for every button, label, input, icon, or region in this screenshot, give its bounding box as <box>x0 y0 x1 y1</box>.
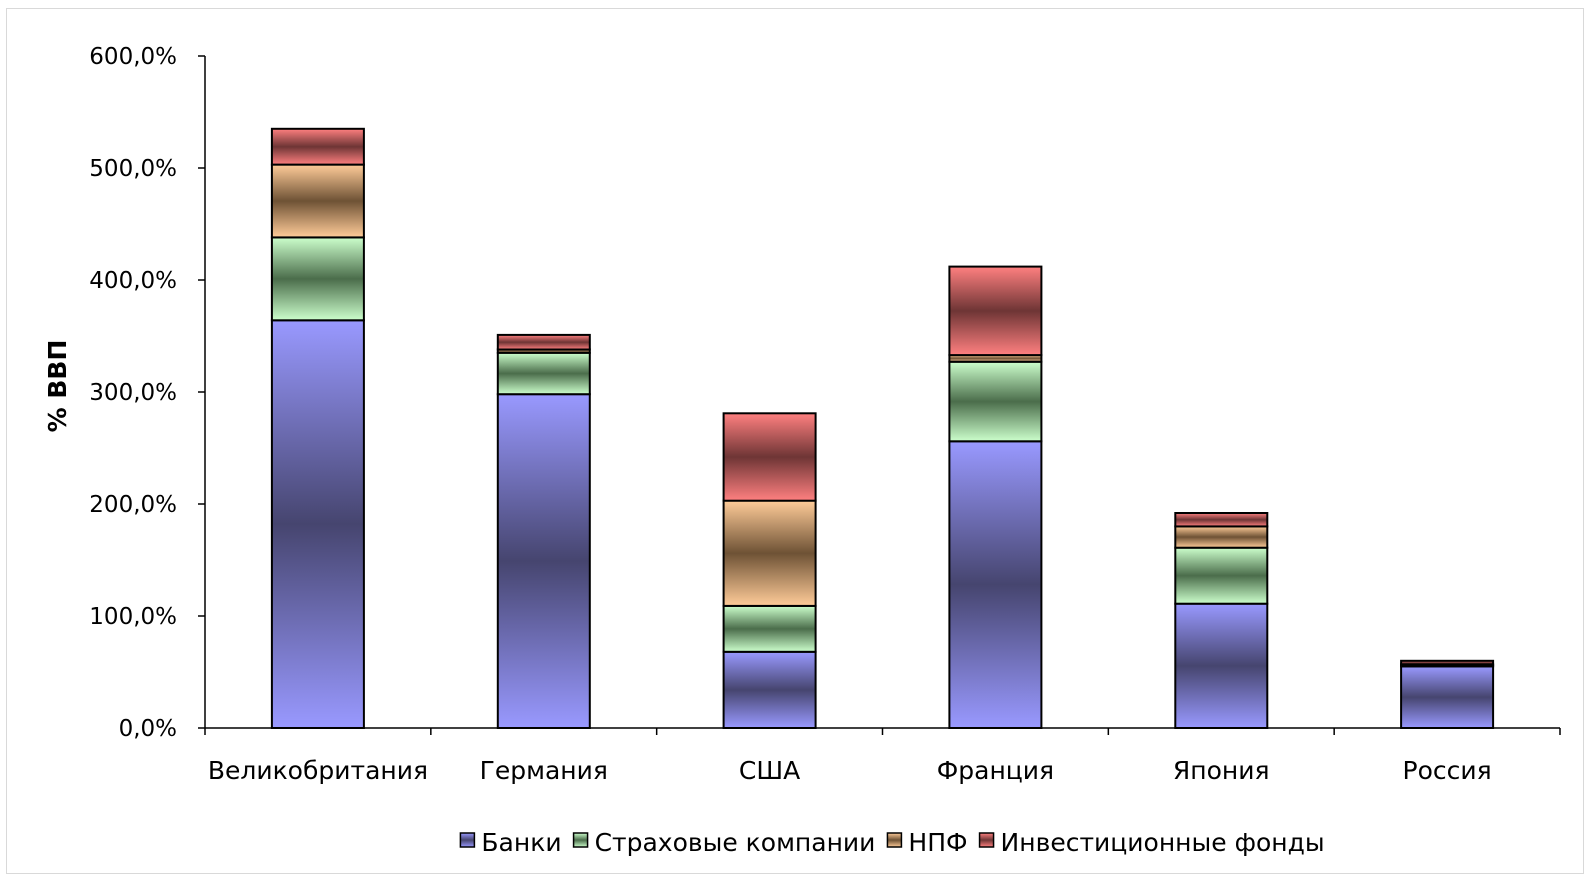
legend-swatch <box>459 832 476 848</box>
bar-segment <box>496 351 591 396</box>
x-category-label: Великобритания <box>208 756 428 785</box>
bar-segment <box>1400 665 1495 730</box>
bar-segment <box>722 604 817 653</box>
legend-swatch <box>572 832 589 848</box>
legend-label: Страховые компании <box>595 828 876 857</box>
y-tick-labels: 0,0% 100,0% 200,0% 300,0% 400,0% 500,0% 600,0% <box>89 44 177 742</box>
x-category-labels: Великобритания Германия США Франция Япония Ро… <box>208 756 1492 785</box>
bar-segment <box>270 127 365 166</box>
bar-segment <box>270 319 365 729</box>
y-tick-label: 500,0% <box>89 156 177 182</box>
bar-segment <box>1174 602 1269 730</box>
bar-segment <box>270 163 365 239</box>
bar-segment <box>1174 546 1269 605</box>
legend-item: НПФ <box>886 828 968 857</box>
bar-segment <box>496 393 591 729</box>
x-category-label: Япония <box>1173 756 1270 785</box>
bar-segment <box>1174 512 1269 528</box>
axes-layer <box>198 55 1561 735</box>
bars-layer <box>270 127 1495 730</box>
y-tick-label: 300,0% <box>89 380 177 406</box>
legend-label: НПФ <box>908 828 967 857</box>
bar-segment <box>1400 659 1495 666</box>
y-axis-title: % ВВП <box>43 340 72 433</box>
bar-segment <box>722 499 817 607</box>
x-category-label: Франция <box>937 756 1054 785</box>
y-tick-label: 600,0% <box>89 44 177 70</box>
bar-segment <box>1174 525 1269 549</box>
y-tick-label: 100,0% <box>89 604 177 630</box>
legend-item: Инвестиционные фонды <box>978 828 1325 857</box>
y-tick-label: 0,0% <box>119 716 177 742</box>
legend-swatch <box>886 832 903 848</box>
x-category-label: Россия <box>1403 756 1492 785</box>
bar-segment <box>948 360 1043 443</box>
bar-segment <box>270 236 365 322</box>
bar-segment <box>722 412 817 502</box>
y-tick-label: 400,0% <box>89 268 177 294</box>
legend-label: Инвестиционные фонды <box>1001 828 1325 857</box>
legend-item: Банки <box>459 828 562 857</box>
bar-segment <box>948 440 1043 729</box>
x-category-label: Германия <box>480 756 608 785</box>
y-tick-label: 200,0% <box>89 492 177 518</box>
legend: Банки Страховые компании НПФ Инвестиционные… <box>459 828 1325 857</box>
bar-segment <box>496 333 591 351</box>
x-category-label: США <box>739 756 800 785</box>
legend-item: Страховые компании <box>572 828 876 857</box>
bar-segment <box>722 650 817 729</box>
legend-swatch <box>978 832 995 848</box>
bar-segment <box>948 265 1043 357</box>
legend-label: Банки <box>481 828 561 857</box>
